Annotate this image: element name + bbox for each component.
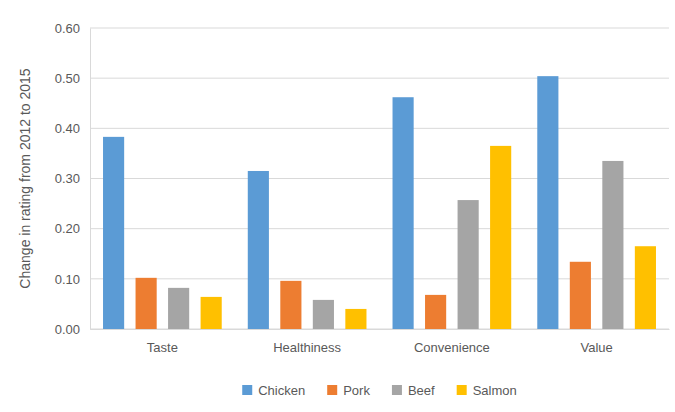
bar — [425, 295, 446, 329]
legend-label: Pork — [343, 383, 370, 398]
x-tick: Convenience — [414, 329, 490, 355]
legend-label: Salmon — [473, 383, 517, 398]
bars — [103, 76, 656, 329]
legend-item: Beef — [392, 383, 435, 398]
legend: Chicken Pork Beef Salmon — [242, 383, 517, 398]
legend-label: Chicken — [258, 383, 305, 398]
legend-item: Chicken — [242, 383, 305, 398]
bar — [103, 137, 124, 329]
chart: 0.00 0.10 0.20 0.30 0.40 0.50 0.60 Taste Healthi… — [0, 0, 675, 412]
y-tick-label: 0.20 — [55, 221, 80, 236]
bar — [248, 171, 269, 329]
y-tick-label: 0.30 — [55, 171, 80, 186]
y-tick: 0.10 — [55, 271, 90, 286]
y-tick: 0.50 — [55, 71, 90, 86]
bar — [313, 300, 334, 329]
bar — [280, 281, 301, 329]
bar — [635, 246, 656, 329]
bar — [136, 278, 157, 329]
legend-swatch — [457, 385, 467, 395]
bar — [393, 97, 414, 329]
y-tick-label: 0.60 — [55, 21, 80, 36]
legend-swatch — [242, 385, 252, 395]
grid-line — [90, 78, 669, 79]
legend-item: Salmon — [457, 383, 517, 398]
bar — [570, 262, 591, 329]
x-tick-label: Value — [580, 340, 612, 355]
legend-item: Pork — [327, 383, 370, 398]
y-tick: 0.00 — [55, 322, 90, 337]
x-tick-label: Convenience — [414, 340, 490, 355]
bar — [458, 200, 479, 329]
legend-swatch — [392, 385, 402, 395]
grid-line — [90, 128, 669, 129]
x-tick: Healthiness — [273, 329, 341, 355]
y-tick-label: 0.40 — [55, 121, 80, 136]
x-axis-line — [91, 329, 670, 330]
y-tick: 0.60 — [55, 21, 90, 36]
bar — [345, 309, 366, 329]
grid-line — [90, 28, 669, 29]
y-axis-title: Change in rating from 2012 to 2015 — [17, 68, 33, 288]
y-tick-label: 0.50 — [55, 71, 80, 86]
x-tick-label: Healthiness — [273, 340, 341, 355]
grid-line — [90, 178, 669, 179]
grid — [90, 28, 669, 329]
x-axis: Taste Healthiness Convenience Value — [91, 329, 670, 355]
y-tick: 0.40 — [55, 121, 90, 136]
y-axis: 0.00 0.10 0.20 0.30 0.40 0.50 0.60 — [55, 21, 91, 337]
y-tick: 0.30 — [55, 171, 90, 186]
bar — [602, 161, 623, 329]
bar — [201, 297, 222, 329]
bar — [537, 76, 558, 329]
bar — [168, 288, 189, 329]
legend-swatch — [327, 385, 337, 395]
y-axis-line — [90, 29, 91, 330]
plot: 0.00 0.10 0.20 0.30 0.40 0.50 0.60 Taste Healthi… — [55, 21, 670, 356]
y-tick-label: 0.10 — [55, 271, 80, 286]
legend-label: Beef — [408, 383, 435, 398]
x-tick-label: Taste — [147, 340, 178, 355]
bar — [490, 146, 511, 329]
y-tick: 0.20 — [55, 221, 90, 236]
grid-line — [90, 228, 669, 229]
y-tick-label: 0.00 — [55, 322, 80, 337]
x-tick: Taste — [147, 329, 178, 355]
x-tick: Value — [580, 329, 612, 355]
